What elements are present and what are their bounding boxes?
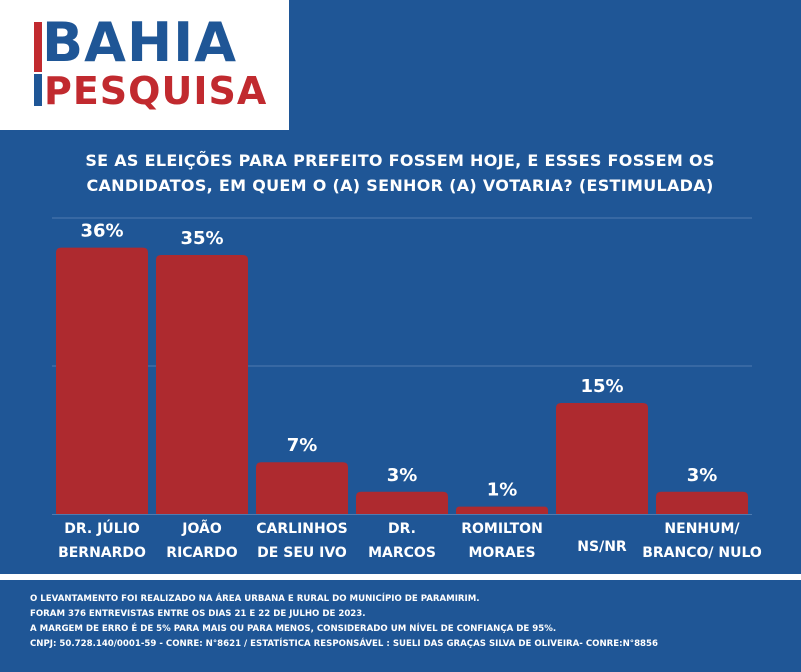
logo-panel: BAHIA PESQUISA [0, 0, 289, 130]
bar [656, 491, 748, 514]
category-label: MARCOS [368, 545, 436, 561]
chart-title: SE AS ELEIÇÕES PARA PREFEITO FOSSEM HOJE… [40, 148, 760, 198]
bar [556, 403, 648, 514]
bar-chart: 36% DR. JÚLIO BERNARDO 35% JOÃO RICARDO 7% CARL… [52, 217, 762, 561]
logo-accent-bar [34, 22, 42, 72]
category-label: DR. [388, 521, 416, 537]
data-label: 35% [180, 228, 223, 249]
category-label: DR. JÚLIO [64, 519, 140, 537]
bar [56, 247, 148, 514]
category-label: DE SEU IVO [257, 545, 347, 561]
data-label: 1% [487, 480, 518, 501]
footer-line-3: A MARGEM DE ERRO É DE 5% PARA MAIS OU PA… [30, 624, 557, 634]
bar [156, 255, 248, 514]
bar [256, 462, 348, 514]
category-label: BRANCO/ NULO [642, 545, 762, 561]
category-label: MORAES [468, 545, 535, 561]
data-label: 3% [387, 465, 418, 486]
category-label: JOÃO [181, 520, 222, 537]
logo-accent-bar-lower [34, 74, 42, 106]
chart-title-line-1: SE AS ELEIÇÕES PARA PREFEITO FOSSEM HOJE… [85, 151, 715, 170]
logo-pesquisa: PESQUISA [44, 69, 268, 113]
category-label: NS/NR [577, 539, 627, 555]
chart-title-line-2: CANDIDATOS, EM QUEM O (A) SENHOR (A) VOT… [86, 176, 714, 195]
logo-bahia: BAHIA [42, 11, 238, 74]
data-label: 15% [580, 376, 623, 397]
data-label: 36% [80, 221, 123, 242]
category-label: CARLINHOS [256, 521, 347, 537]
footer-line-4: CNPJ: 50.728.140/0001-59 - CONRE: N°8621… [30, 639, 658, 649]
footer-line-2: FORAM 376 ENTREVISTAS ENTRE OS DIAS 21 E… [30, 609, 366, 619]
footer-divider [0, 574, 801, 580]
category-label: BERNARDO [58, 545, 146, 561]
bar [356, 491, 448, 514]
footer-line-1: O LEVANTAMENTO FOI REALIZADO NA ÁREA URB… [30, 594, 480, 604]
bar [456, 506, 548, 514]
footer-notes: O LEVANTAMENTO FOI REALIZADO NA ÁREA URB… [30, 592, 658, 652]
category-label: NENHUM/ [664, 521, 740, 537]
category-label: ROMILTON [461, 521, 543, 537]
data-label: 3% [687, 465, 718, 486]
data-label: 7% [287, 435, 318, 456]
category-label: RICARDO [166, 545, 238, 561]
